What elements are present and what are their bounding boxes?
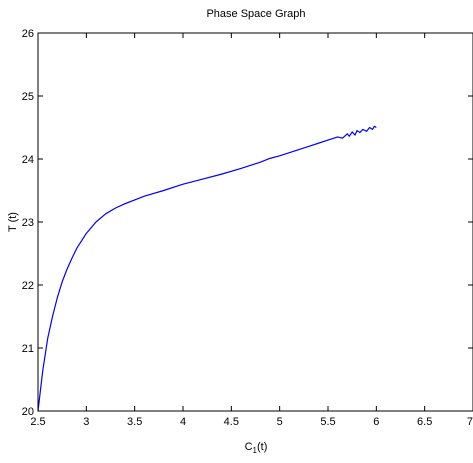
y-tick-label-5: 25 xyxy=(22,91,34,103)
ticks-layer xyxy=(37,32,473,412)
x-tick-label-5: 5 xyxy=(277,416,283,428)
labels-layer: 2.5 3 3.5 4 4.5 5 5.5 6 6.5 7 20 21 22 23 24 25 26 xyxy=(22,28,473,428)
x-tick-label-0: 2.5 xyxy=(30,416,45,428)
y-tick-label-4: 24 xyxy=(22,154,34,166)
series-line-0 xyxy=(37,125,377,412)
y-tick-label-0: 20 xyxy=(22,406,34,418)
y-tick-label-2: 22 xyxy=(22,280,34,292)
x-axis-label-subscript: 1 xyxy=(253,446,258,455)
y-axis-label: T (t) xyxy=(7,212,19,232)
y-tick-label-1: 21 xyxy=(22,343,34,355)
x-axis-label: C1(t) xyxy=(245,441,268,455)
x-tick-label-1: 3 xyxy=(83,416,89,428)
x-tick-label-4: 4.5 xyxy=(224,416,239,428)
x-tick-label-8: 6.5 xyxy=(417,416,432,428)
x-tick-label-3: 4 xyxy=(180,416,186,428)
plot-area-frame xyxy=(37,32,473,412)
x-tick-label-6: 5.5 xyxy=(320,416,335,428)
x-tick-label-9: 7 xyxy=(467,416,473,428)
series-layer xyxy=(37,125,377,412)
x-axis-label-suffix: (t) xyxy=(257,441,267,453)
y-tick-label-6: 26 xyxy=(22,28,34,40)
chart-title: Phase Space Graph xyxy=(206,8,305,20)
x-axis-label-main: C xyxy=(245,441,253,453)
x-tick-label-2: 3.5 xyxy=(127,416,142,428)
x-tick-label-7: 6 xyxy=(373,416,379,428)
y-tick-label-3: 23 xyxy=(22,217,34,229)
